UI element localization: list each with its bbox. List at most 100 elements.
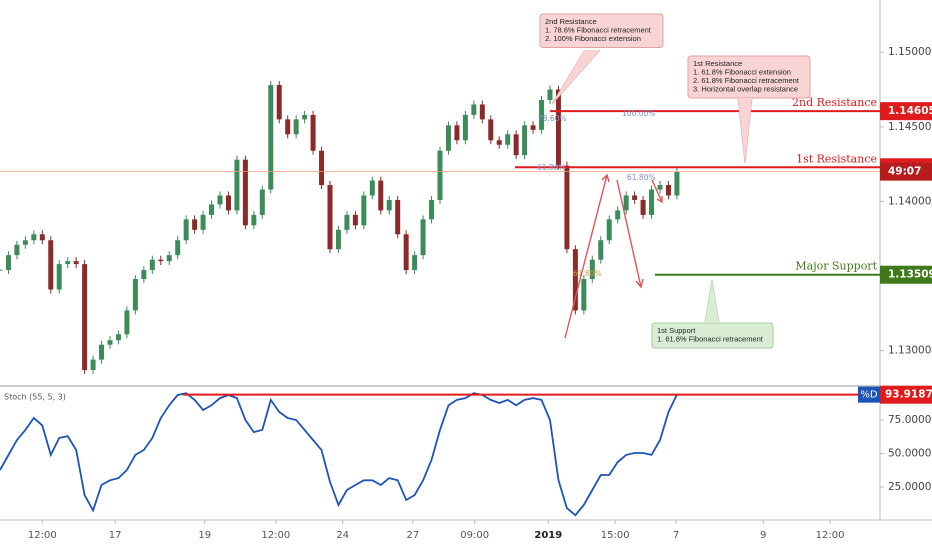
candle [90, 359, 96, 371]
candle [285, 119, 291, 135]
candle [335, 229, 341, 250]
x-tick-label: 24 [336, 530, 349, 541]
y-tick-label: 1.14500 [888, 121, 931, 133]
callout-line: 2nd Resistance [545, 17, 597, 26]
candle [124, 310, 130, 335]
x-tick-label: 19 [198, 530, 211, 541]
level-value: 1.13509 [888, 269, 932, 281]
candle [606, 219, 612, 241]
indicator-title: Stoch (55, 5, 3) [4, 393, 66, 402]
candle [420, 219, 426, 256]
arrow [616, 179, 644, 289]
candle [39, 234, 45, 241]
candle [132, 279, 138, 311]
candle [107, 340, 113, 345]
candle [22, 240, 28, 245]
candle [344, 214, 350, 230]
candle [488, 119, 494, 141]
fib-label: 61.80% [627, 173, 656, 182]
candle [462, 114, 468, 141]
candle [65, 261, 71, 265]
candle [530, 125, 536, 130]
candle [234, 159, 240, 211]
callout-box [539, 13, 664, 48]
candle [395, 199, 401, 235]
candle [251, 214, 257, 226]
candle [445, 125, 451, 151]
y-tick-label: 1.15000 [888, 46, 931, 58]
fib-label: 100.00% [622, 109, 655, 118]
value-label: 93.9187 [885, 389, 932, 401]
candle [632, 195, 638, 200]
candle [310, 114, 316, 151]
candle [615, 210, 621, 220]
callout-line: 1. 78.6% Fibonacci retracement [545, 25, 652, 34]
candle [649, 189, 655, 215]
candle [209, 204, 215, 215]
candle [403, 234, 409, 271]
arrow [564, 173, 610, 339]
candle [158, 259, 164, 262]
x-tick-label: 12:00 [261, 530, 290, 541]
x-tick-label: 09:00 [460, 530, 489, 541]
candle [555, 89, 561, 166]
y-tick-label: 50.00000 [888, 448, 932, 460]
candle [327, 185, 333, 250]
candle [386, 199, 392, 211]
fib-label: 61.80% [573, 269, 602, 278]
candle [572, 249, 578, 311]
candle [276, 85, 282, 120]
candle [369, 180, 375, 196]
x-tick-label: 7 [673, 530, 679, 541]
level-name: 1st Resistance [796, 152, 877, 165]
candle [225, 195, 231, 211]
x-tick-label: 2019 [534, 530, 562, 541]
candle [192, 219, 198, 230]
callout-line: 1st Support [657, 326, 696, 335]
candle [454, 125, 460, 141]
y-tick-label: 75.00000 [888, 414, 932, 426]
candle [378, 180, 384, 211]
candle [166, 255, 172, 262]
series-name-box [858, 386, 880, 403]
callout-pointer-fill [705, 280, 719, 323]
candle [564, 165, 570, 250]
candle [293, 119, 299, 135]
candle [505, 134, 511, 145]
candle [581, 279, 587, 311]
callout-line: 3. Horizontal overlap resistance [693, 84, 798, 93]
candle [496, 140, 502, 145]
candle [175, 240, 181, 256]
candle [200, 214, 206, 230]
x-tick-label: 27 [407, 530, 420, 541]
candle [242, 159, 248, 226]
candle [82, 264, 88, 371]
candle [589, 259, 595, 280]
callout-line: 2. 100% Fibonacci extension [545, 34, 641, 43]
candle [513, 134, 519, 156]
fib-label: 78.60% [538, 114, 567, 123]
level-value: 1.14605 [888, 105, 932, 117]
series-name: %D [860, 390, 878, 401]
callout-line: 1. 61.8% Fibonacci retracement [657, 334, 764, 343]
candle [471, 104, 477, 115]
candle [640, 199, 646, 215]
candle [149, 259, 155, 271]
x-tick-label: 12:00 [28, 530, 57, 541]
candle [623, 195, 629, 211]
candle [73, 261, 79, 265]
candle [522, 125, 528, 156]
candle [217, 195, 223, 205]
candle [259, 189, 265, 215]
candle [657, 185, 663, 190]
candle [479, 104, 485, 120]
candle [674, 171, 680, 196]
y-tick-label: 1.14000 [888, 195, 931, 207]
candle [99, 344, 105, 360]
candle [412, 255, 418, 271]
callout-pointer-fill [552, 50, 600, 104]
countdown-box [880, 162, 932, 181]
